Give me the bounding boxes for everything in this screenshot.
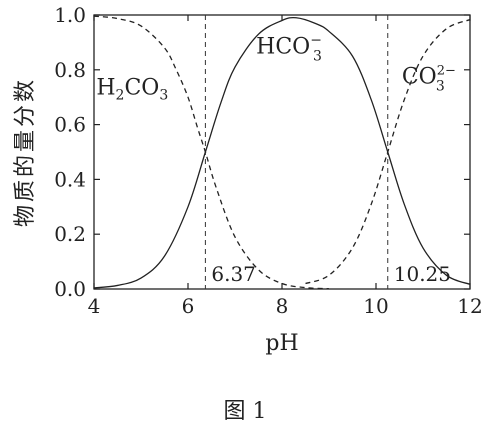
x-axis-label: pH — [265, 331, 298, 356]
pka-value-label: 6.37 — [211, 262, 256, 286]
label-part: H — [96, 75, 115, 100]
x-axis-ticks: 4 6 8 10 12 — [88, 15, 483, 318]
reference-lines: 6.37 10.25 — [204, 15, 451, 289]
label-subscript: 3 — [313, 48, 322, 64]
series-label-h2co3: H2CO3 — [96, 75, 168, 103]
x-tick-label: 8 — [276, 294, 289, 318]
label-subscript: 3 — [436, 79, 445, 95]
x-tick-label: 4 — [88, 294, 101, 318]
label-part: CO — [402, 65, 437, 90]
label-part: HCO — [256, 34, 310, 59]
y-axis-label: 物质的量分数 — [13, 77, 38, 227]
x-tick-label: 10 — [363, 294, 388, 318]
y-axis-ticks: 0.0 0.2 0.4 0.6 0.8 1.0 — [54, 3, 470, 301]
y-tick-label: 0.6 — [54, 113, 86, 137]
label-superscript: 2− — [437, 64, 456, 79]
y-tick-label: 0.2 — [54, 222, 86, 246]
y-tick-label: 0.0 — [54, 277, 86, 301]
y-tick-label: 0.4 — [54, 167, 86, 191]
series-label-co3: CO2− 3 — [402, 64, 456, 95]
series-label-hco3: HCO− 3 — [256, 32, 322, 64]
figure-caption: 图 1 — [224, 399, 267, 424]
label-superscript: − — [310, 32, 322, 48]
y-tick-label: 1.0 — [54, 3, 86, 27]
x-tick-label: 6 — [182, 294, 195, 318]
series-line-co3 — [305, 19, 471, 285]
label-subscript: 3 — [159, 87, 168, 103]
series-lines — [93, 15, 471, 290]
pka-value-label: 10.25 — [394, 262, 451, 286]
series-line-hco3 — [93, 16, 471, 289]
label-subscript: 2 — [116, 87, 125, 103]
y-tick-label: 0.8 — [54, 58, 86, 82]
x-tick-label: 12 — [457, 294, 482, 318]
label-part: CO — [124, 75, 159, 100]
